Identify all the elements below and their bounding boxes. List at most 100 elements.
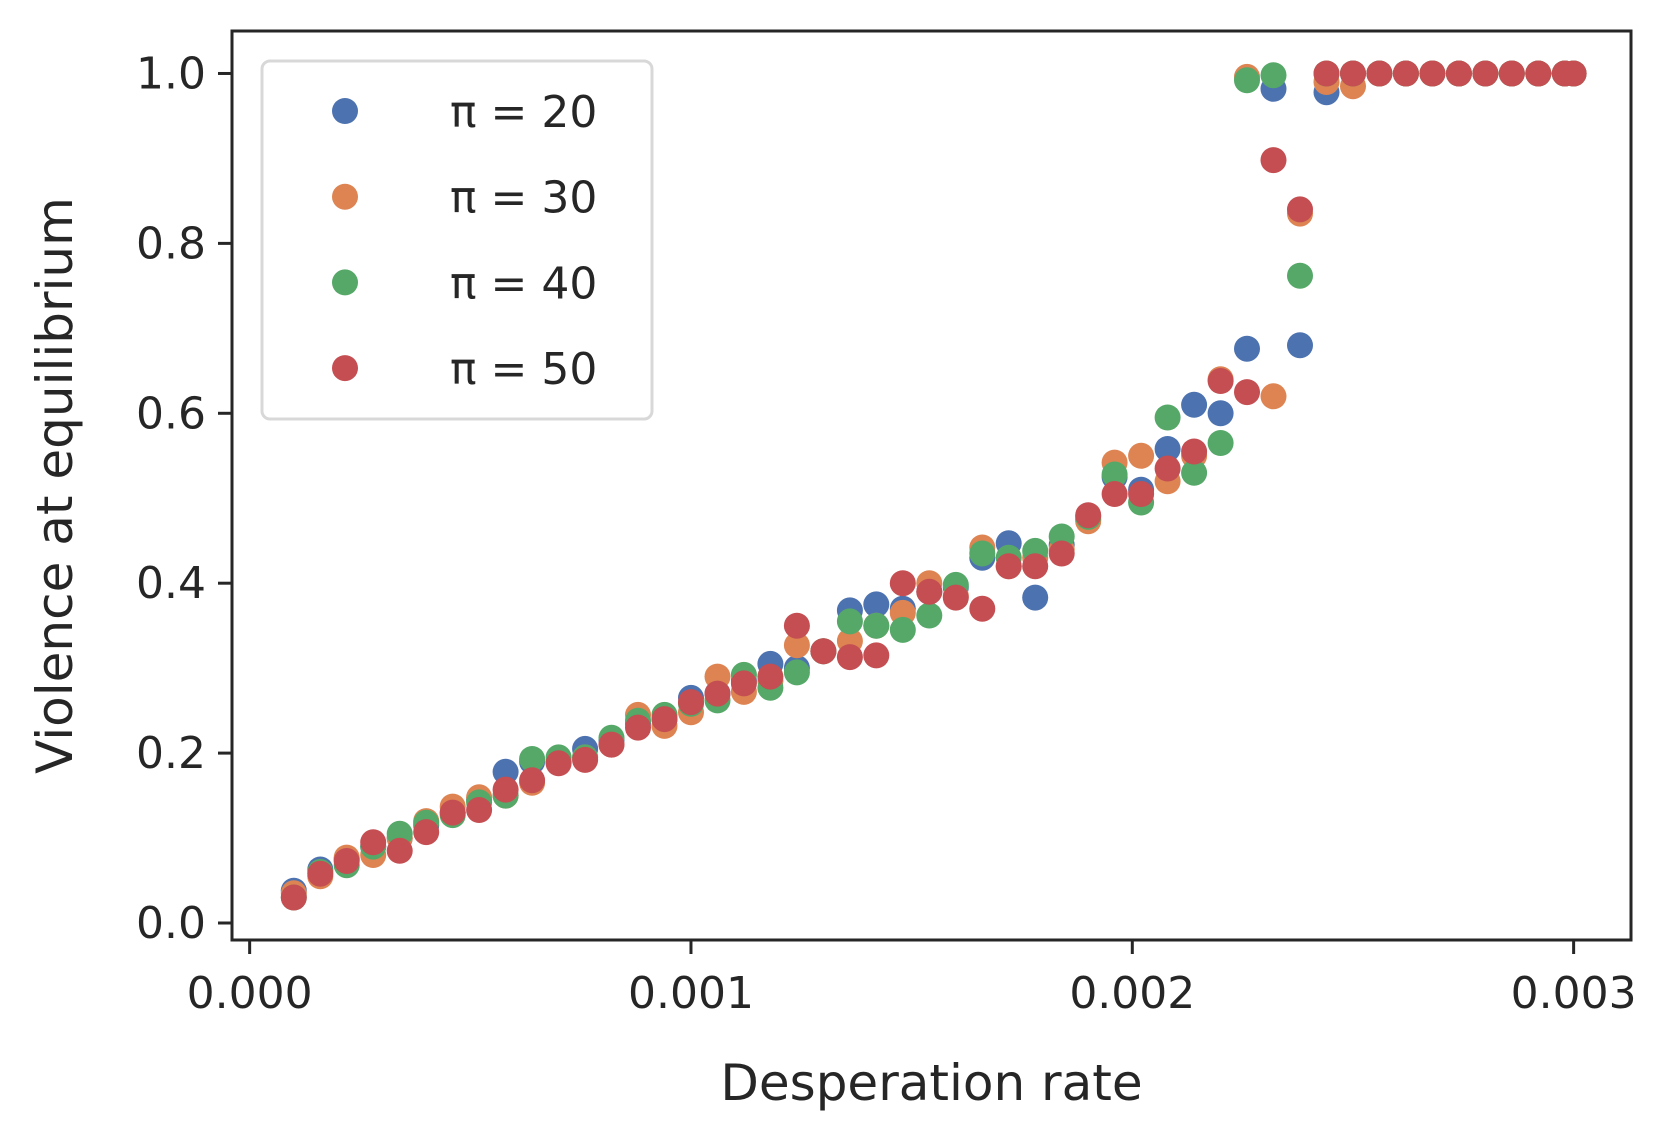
legend-item: π = 30 xyxy=(332,173,597,224)
legend-label: π = 30 xyxy=(450,173,597,224)
data-point xyxy=(1207,368,1234,394)
data-point xyxy=(1260,147,1287,174)
data-point xyxy=(1234,67,1260,94)
x-tick-label: 0.000 xyxy=(187,968,313,1019)
series-4 xyxy=(280,60,1587,911)
data-point xyxy=(863,612,890,639)
data-point xyxy=(1048,540,1075,567)
data-point xyxy=(545,750,572,777)
y-tick-label: 0.2 xyxy=(136,728,206,779)
data-point xyxy=(1340,60,1366,87)
x-tick-label: 0.003 xyxy=(1511,968,1637,1019)
data-point xyxy=(1181,438,1208,465)
data-point xyxy=(625,714,651,741)
data-point xyxy=(439,799,466,826)
y-tick-label: 0.8 xyxy=(136,218,206,269)
data-point xyxy=(1181,459,1208,486)
data-point xyxy=(1101,481,1128,507)
legend-box xyxy=(260,59,654,421)
x-axis-label: Desperation rate xyxy=(720,1054,1142,1112)
data-point xyxy=(889,616,916,643)
data-point xyxy=(836,608,863,635)
plot-frame xyxy=(230,29,1633,942)
data-point xyxy=(1313,60,1340,87)
legend-item: π = 40 xyxy=(332,258,597,309)
data-point xyxy=(1181,391,1208,418)
data-point xyxy=(916,578,943,605)
x-axis: 0.000 0.001 0.002 0.003 xyxy=(187,940,1637,1019)
x-tick-label: 0.001 xyxy=(628,968,754,1019)
legend: π = 20 π = 30 π = 40 π = 50 xyxy=(260,59,654,421)
data-point xyxy=(730,670,757,697)
data-point xyxy=(1498,60,1525,87)
y-axis-label: Violence at equilibrium xyxy=(26,197,84,774)
legend-marker xyxy=(332,98,358,124)
data-point xyxy=(1287,262,1313,289)
data-point xyxy=(360,829,387,856)
data-point xyxy=(783,612,810,639)
data-point xyxy=(1022,553,1049,580)
legend-item: π = 20 xyxy=(332,87,597,138)
data-point xyxy=(1392,60,1419,87)
legend-label: π = 40 xyxy=(450,258,597,309)
data-point xyxy=(280,884,307,911)
data-point xyxy=(1234,335,1260,362)
data-point xyxy=(333,848,360,874)
data-point xyxy=(1287,196,1313,223)
data-point xyxy=(1287,332,1313,359)
data-point xyxy=(1234,379,1260,406)
legend-marker xyxy=(332,269,358,296)
data-point xyxy=(1525,60,1552,87)
data-point xyxy=(1445,60,1472,87)
data-point xyxy=(942,584,969,611)
data-point xyxy=(995,553,1022,580)
data-point xyxy=(1128,481,1155,507)
data-point xyxy=(757,663,784,690)
data-point xyxy=(307,860,334,887)
data-point xyxy=(1366,60,1393,87)
y-tick-label: 0.0 xyxy=(136,898,206,949)
data-point xyxy=(704,680,731,707)
data-point xyxy=(863,591,890,618)
y-tick-label: 0.6 xyxy=(136,388,206,439)
data-point xyxy=(889,570,916,597)
data-point xyxy=(413,819,440,846)
data-point xyxy=(783,632,810,659)
legend-marker xyxy=(332,355,358,382)
data-point xyxy=(969,540,996,567)
data-point xyxy=(1419,60,1446,87)
data-point xyxy=(492,758,519,785)
legend-marker xyxy=(332,183,358,210)
data-point xyxy=(969,595,996,622)
data-point xyxy=(519,767,546,794)
legend-label: π = 50 xyxy=(450,344,597,395)
data-point xyxy=(678,689,704,716)
data-point xyxy=(916,602,943,629)
y-tick-label: 0.4 xyxy=(136,558,206,609)
data-point xyxy=(1207,430,1234,456)
data-point xyxy=(1154,455,1181,482)
x-tick-label: 0.002 xyxy=(1069,968,1195,1019)
data-point xyxy=(1472,60,1499,87)
data-point xyxy=(836,644,863,671)
data-point xyxy=(466,797,493,823)
data-point xyxy=(863,642,890,669)
data-point xyxy=(1260,62,1287,89)
y-axis: 0.0 0.2 0.4 0.6 0.8 1.0 xyxy=(136,48,232,949)
data-point xyxy=(783,659,810,686)
y-tick-label: 1.0 xyxy=(136,48,206,99)
data-points xyxy=(280,60,1587,911)
data-point xyxy=(1075,502,1102,529)
data-point xyxy=(598,731,625,758)
data-point xyxy=(386,837,413,864)
data-point xyxy=(1154,436,1181,462)
data-point xyxy=(492,776,519,803)
data-point xyxy=(572,746,599,773)
legend-item: π = 50 xyxy=(332,344,597,395)
data-point xyxy=(1560,60,1587,87)
data-point xyxy=(519,746,546,772)
data-point xyxy=(1260,383,1287,410)
data-point xyxy=(1022,584,1049,611)
data-point xyxy=(1154,404,1181,431)
